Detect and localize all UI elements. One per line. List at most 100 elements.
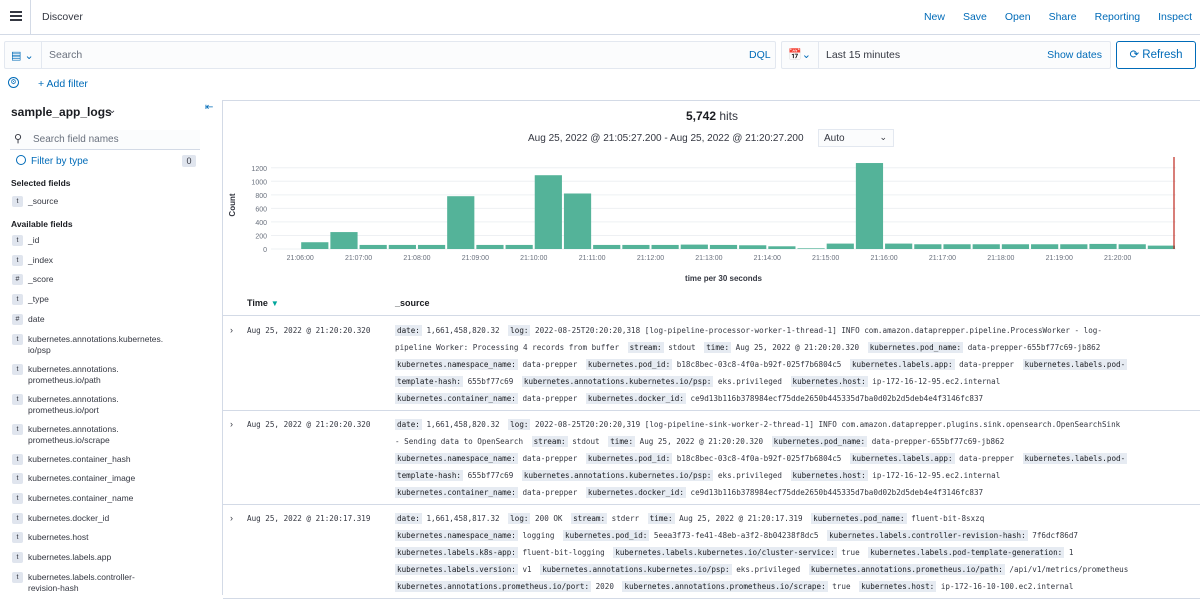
histogram-bar[interactable] bbox=[1060, 244, 1088, 249]
saved-query-icon[interactable]: ▤ ⌄ bbox=[11, 50, 34, 62]
histogram-bar[interactable] bbox=[593, 244, 621, 249]
field-name-cont: revision-hash bbox=[28, 582, 79, 593]
histogram-bar[interactable] bbox=[826, 243, 854, 249]
y-axis-label: Count bbox=[228, 193, 237, 216]
search-input[interactable]: ▤ ⌄ Search DQL bbox=[4, 41, 776, 69]
field-name: _type bbox=[28, 294, 49, 305]
histogram-bar[interactable] bbox=[768, 246, 796, 249]
source-line: kubernetes.container_name: data-prepper … bbox=[395, 391, 1195, 408]
refresh-icon: ⟳ bbox=[1129, 49, 1140, 61]
histogram-bar[interactable] bbox=[330, 232, 358, 249]
histogram-bar[interactable] bbox=[301, 242, 329, 249]
add-filter-button[interactable]: + Add filter bbox=[38, 78, 88, 90]
source-field-key: kubernetes.annotations.prometheus.io/scr… bbox=[622, 580, 828, 592]
source-field-key: kubernetes.labels.k8s-app: bbox=[395, 546, 518, 558]
histogram-bar[interactable] bbox=[417, 244, 446, 249]
source-field-value: data-prepper bbox=[522, 359, 578, 369]
source-field-value: 2022-08-25T20:20:20,319 [log-pipeline-si… bbox=[535, 420, 1121, 429]
menu-icon[interactable] bbox=[10, 11, 22, 21]
source-field-key: kubernetes.pod_id: bbox=[585, 452, 673, 464]
refresh-button[interactable]: ⟳ Refresh bbox=[1116, 41, 1196, 69]
histogram-bar[interactable] bbox=[885, 243, 913, 249]
histogram-bar[interactable] bbox=[739, 245, 767, 249]
histogram-bar[interactable] bbox=[359, 244, 387, 249]
time-column-header[interactable]: Time ▼ bbox=[247, 298, 279, 308]
source-line: kubernetes.labels.k8s-app: fluent-bit-lo… bbox=[395, 545, 1195, 562]
time-range-text: Aug 25, 2022 @ 21:05:27.200 - Aug 25, 20… bbox=[528, 133, 804, 144]
source-field-key: kubernetes.container_name: bbox=[395, 392, 518, 404]
histogram-bar[interactable] bbox=[1089, 243, 1117, 249]
open-link[interactable]: Open bbox=[1004, 11, 1031, 23]
histogram-bar[interactable] bbox=[534, 175, 562, 249]
histogram-bar[interactable] bbox=[388, 244, 416, 249]
source-field-value: /api/v1/metrics/prometheus bbox=[1009, 564, 1129, 574]
calendar-icon[interactable]: 📅⌄ bbox=[788, 49, 811, 61]
field-search-input[interactable]: ⚲ Search field names bbox=[10, 130, 200, 150]
string-type-icon: t bbox=[12, 532, 23, 544]
string-type-icon: t bbox=[12, 492, 23, 504]
show-dates-button[interactable]: Show dates bbox=[1047, 49, 1102, 61]
source-line: date: 1,661,458,817.32 log: 200 OK strea… bbox=[395, 511, 1195, 528]
document-time: Aug 25, 2022 @ 21:20:20.320 bbox=[247, 420, 371, 429]
histogram-bar[interactable] bbox=[563, 193, 592, 249]
x-tick-label: 21:12:00 bbox=[637, 255, 664, 262]
query-bar: ▤ ⌄ Search DQL 📅⌄ Last 15 minutes Show d… bbox=[0, 36, 1200, 76]
source-field-value: b18c8bec-03c8-4f0a-b92f-025f7b6804c5 bbox=[676, 359, 842, 369]
x-tick-label: 21:08:00 bbox=[403, 255, 430, 262]
search-icon: ⚲ bbox=[14, 133, 23, 145]
expand-row-icon[interactable]: › bbox=[230, 513, 233, 523]
interval-select[interactable]: Auto ⌄ bbox=[818, 129, 894, 147]
histogram-bar[interactable] bbox=[476, 244, 504, 249]
save-link[interactable]: Save bbox=[962, 11, 987, 23]
chevron-down-icon[interactable]: ⌄ bbox=[108, 105, 117, 116]
histogram-bar[interactable] bbox=[709, 244, 738, 249]
time-picker[interactable]: 📅⌄ Last 15 minutes Show dates bbox=[781, 41, 1111, 69]
y-tick-label: 400 bbox=[255, 220, 267, 227]
filter-by-type-button[interactable]: Filter by type bbox=[16, 155, 88, 167]
histogram-bar[interactable] bbox=[1031, 244, 1059, 249]
field-name: _score bbox=[28, 274, 54, 285]
source-line: - Sending data to OpenSearch stream: std… bbox=[395, 434, 1195, 451]
source-field-key: kubernetes.host: bbox=[790, 375, 868, 387]
field-name: kubernetes.annotations.kubernetes. io/psp bbox=[28, 333, 164, 355]
chevron-down-icon: ⌄ bbox=[879, 132, 887, 142]
time-range-label: Last 15 minutes bbox=[826, 49, 901, 61]
document-time: Aug 25, 2022 @ 21:20:17.319 bbox=[247, 514, 371, 523]
field-name: kubernetes.container_hash bbox=[28, 453, 131, 464]
histogram-bar[interactable] bbox=[505, 244, 533, 249]
source-field-value: eks.privileged bbox=[717, 376, 782, 386]
expand-row-icon[interactable]: › bbox=[230, 419, 233, 429]
expand-row-icon[interactable]: › bbox=[230, 325, 233, 335]
histogram-bar[interactable] bbox=[797, 248, 825, 249]
source-field-key: kubernetes.labels.pod-template-generatio… bbox=[868, 546, 1065, 558]
source-field-key: kubernetes.namespace_name: bbox=[395, 529, 518, 541]
collapse-sidebar-icon[interactable]: ⇤ bbox=[205, 102, 214, 113]
histogram-bar[interactable] bbox=[651, 244, 679, 249]
table-header: Time ▼ _source bbox=[223, 296, 1200, 316]
histogram-bar[interactable] bbox=[914, 244, 942, 249]
source-field-key: kubernetes.pod_name: bbox=[867, 341, 964, 353]
source-field-key: time: bbox=[647, 513, 675, 524]
source-field-key: date: bbox=[395, 325, 422, 336]
histogram-bar[interactable] bbox=[1001, 244, 1030, 249]
histogram-chart[interactable]: 0 200 400 600 800 1000 1200 21:06:00 21:07:00 21:… bbox=[223, 153, 1200, 293]
y-tick-label: 0 bbox=[263, 247, 267, 254]
histogram-bar[interactable] bbox=[943, 244, 971, 249]
histogram-bar[interactable] bbox=[447, 196, 475, 249]
histogram-bar[interactable] bbox=[622, 244, 650, 249]
histogram-bar[interactable] bbox=[1147, 245, 1175, 249]
inspect-link[interactable]: Inspect bbox=[1158, 11, 1192, 23]
source-field-value: - Sending data to OpenSearch bbox=[395, 436, 524, 446]
index-pattern-selector[interactable]: sample_app_logs bbox=[11, 105, 112, 119]
histogram-bar[interactable] bbox=[1118, 244, 1146, 249]
string-type-icon: t bbox=[12, 235, 23, 246]
query-language-button[interactable]: DQL bbox=[749, 49, 771, 61]
new-link[interactable]: New bbox=[923, 11, 945, 23]
reporting-link[interactable]: Reporting bbox=[1094, 11, 1141, 23]
share-link[interactable]: Share bbox=[1048, 11, 1077, 23]
histogram-bar[interactable] bbox=[855, 163, 884, 249]
histogram-bar[interactable] bbox=[680, 244, 708, 249]
source-line: kubernetes.container_name: data-prepper … bbox=[395, 485, 1195, 502]
filter-options-icon[interactable]: ⚙ bbox=[8, 77, 19, 88]
histogram-bar[interactable] bbox=[972, 244, 1000, 249]
